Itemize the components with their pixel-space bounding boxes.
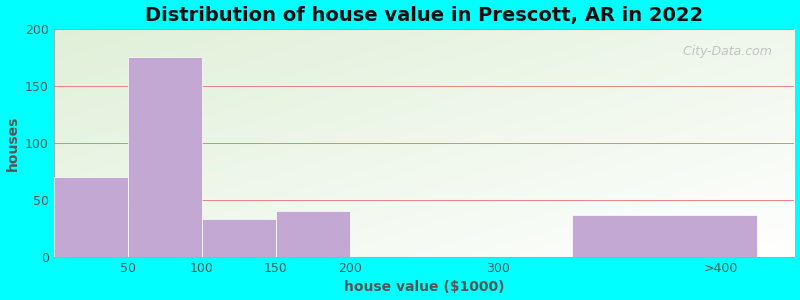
Bar bbox=[54, 177, 128, 257]
Y-axis label: houses: houses bbox=[6, 115, 19, 171]
Bar bbox=[128, 57, 202, 257]
Text: City-Data.com: City-Data.com bbox=[679, 45, 772, 58]
Bar bbox=[572, 215, 758, 257]
Title: Distribution of house value in Prescott, AR in 2022: Distribution of house value in Prescott,… bbox=[145, 6, 703, 25]
Bar bbox=[202, 219, 276, 257]
X-axis label: house value ($1000): house value ($1000) bbox=[344, 280, 504, 294]
Bar bbox=[276, 212, 350, 257]
